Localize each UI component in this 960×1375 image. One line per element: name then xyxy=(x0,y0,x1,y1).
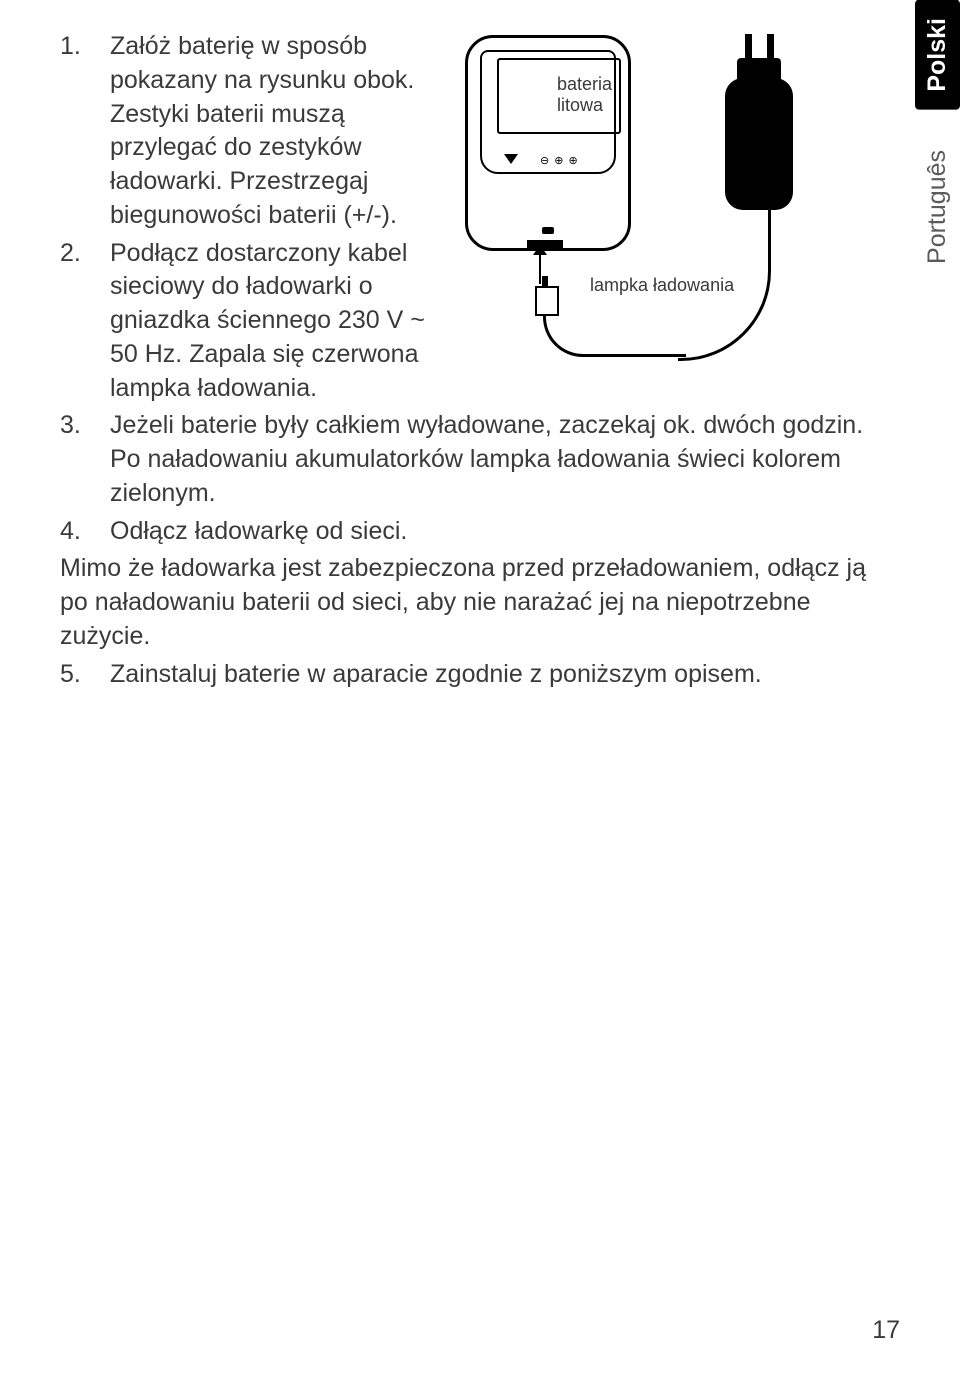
tab-portugues[interactable]: Português xyxy=(923,140,952,274)
adapter-top-icon xyxy=(737,58,781,80)
arrow-up-icon xyxy=(539,254,541,284)
connector-pin-icon xyxy=(542,276,548,286)
step-text: Jeżeli baterie były całkiem wyładowane, … xyxy=(110,409,900,510)
step-number: 4. xyxy=(60,515,110,549)
charging-led-icon xyxy=(542,227,554,234)
power-adapter-icon xyxy=(725,78,793,210)
step-text: Podłącz dostarczony kabel sieciowy do ła… xyxy=(110,237,435,406)
led-label: lampka ładowania xyxy=(590,275,734,296)
page-number: 17 xyxy=(872,1316,900,1345)
battery-label: bateria litowa xyxy=(557,74,629,115)
step-4: 4. Odłącz ładowarkę od sieci. xyxy=(60,515,900,549)
step-text: Zainstaluj baterie w aparacie zgodnie z … xyxy=(110,658,900,692)
step-number: 5. xyxy=(60,658,110,692)
step-text: Odłącz ładowarkę od sieci. xyxy=(110,515,900,549)
charger-body-icon: bateria litowa ⊖ ⊕ ⊕ xyxy=(465,35,631,251)
polarity-label: ⊖ ⊕ ⊕ xyxy=(540,154,579,167)
tab-polski[interactable]: Polski xyxy=(915,0,960,110)
step-1: 1. Załóż baterię w sposób pokazany na ry… xyxy=(60,30,435,233)
battery-slot-icon: bateria litowa xyxy=(497,58,621,134)
note-paragraph: Mimo że ładowarka jest zabezpieczona prz… xyxy=(60,552,900,653)
step-number: 2. xyxy=(60,237,110,406)
plug-prong-icon xyxy=(767,34,774,60)
plug-prong-icon xyxy=(745,34,752,60)
charger-diagram: bateria litowa ⊖ ⊕ ⊕ xyxy=(435,30,835,340)
step-3: 3. Jeżeli baterie były całkiem wyładowan… xyxy=(60,409,900,510)
language-tabs: Polski Português xyxy=(915,0,960,274)
cable-icon xyxy=(543,314,686,357)
connector-icon xyxy=(535,286,559,316)
step-number: 3. xyxy=(60,409,110,510)
step-5: 5. Zainstaluj baterie w aparacie zgodnie… xyxy=(60,658,900,692)
step-text: Załóż baterię w sposób pokazany na rysun… xyxy=(110,30,435,233)
step-number: 1. xyxy=(60,30,110,233)
triangle-marker-icon xyxy=(504,154,518,164)
step-2: 2. Podłącz dostarczony kabel sieciowy do… xyxy=(60,237,435,406)
charger-inner-icon: bateria litowa ⊖ ⊕ ⊕ xyxy=(480,50,616,174)
